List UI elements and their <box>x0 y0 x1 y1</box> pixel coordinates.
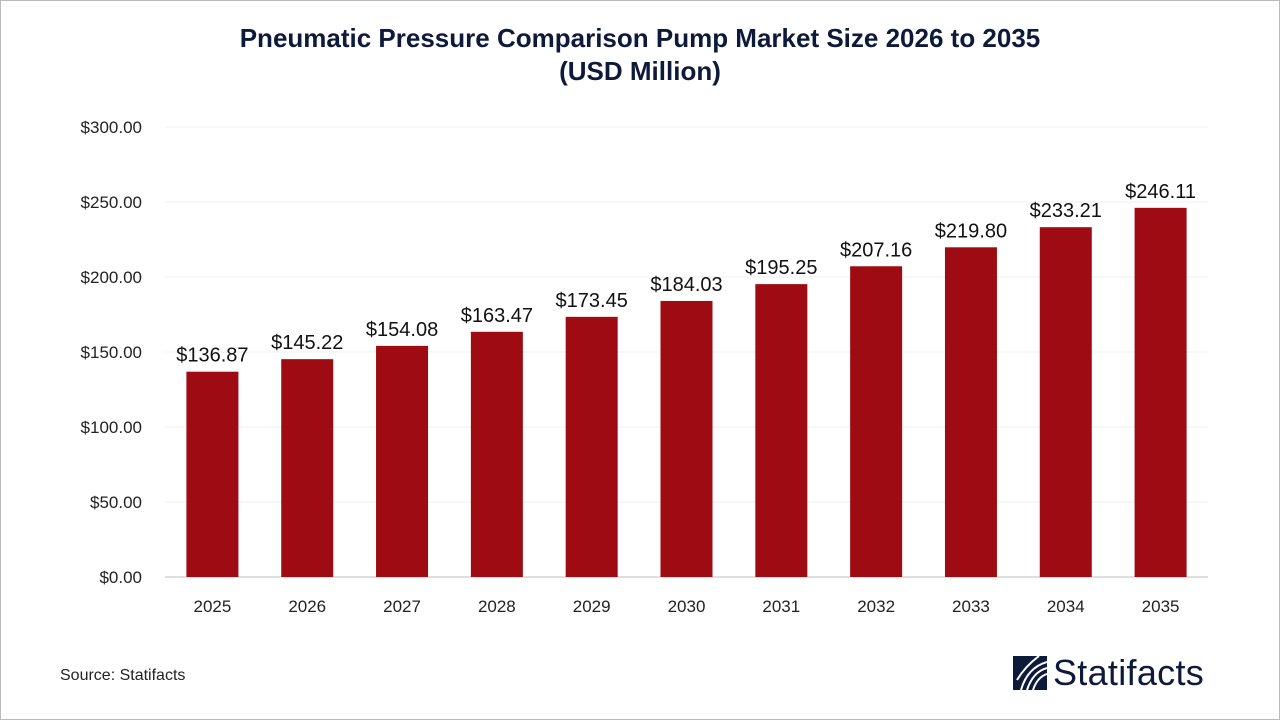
statifacts-logo: Statifacts <box>1013 652 1204 694</box>
data-label: $136.87 <box>176 345 248 367</box>
data-label: $233.21 <box>1030 200 1102 222</box>
bar-2031 <box>755 284 808 577</box>
data-label: $145.22 <box>271 332 343 354</box>
y-tick-label: $200.00 <box>81 268 142 287</box>
bar-2032 <box>850 266 903 577</box>
bar-2035 <box>1134 207 1187 577</box>
x-tick-label: 2028 <box>478 597 516 616</box>
bar-2029 <box>565 316 618 577</box>
data-label: $163.47 <box>461 305 533 327</box>
x-tick-label: 2026 <box>288 597 326 616</box>
data-label: $207.16 <box>840 239 912 261</box>
bar-2033 <box>944 247 997 578</box>
data-label: $219.80 <box>935 220 1007 242</box>
bar-2034 <box>1039 227 1092 577</box>
x-tick-label: 2027 <box>383 597 421 616</box>
statifacts-logo-icon <box>1013 656 1047 690</box>
bar-2026 <box>281 359 334 577</box>
bar-2028 <box>470 331 523 577</box>
chart-title: Pneumatic Pressure Comparison Pump Marke… <box>0 22 1280 88</box>
y-tick-label: $0.00 <box>99 568 142 587</box>
logo-text: Statifacts <box>1053 652 1205 693</box>
x-tick-label: 2032 <box>857 597 895 616</box>
chart-title-main: Pneumatic Pressure Comparison Pump Marke… <box>239 23 1041 53</box>
data-label: $184.03 <box>650 274 722 296</box>
bar-2027 <box>376 345 429 577</box>
data-label: $195.25 <box>745 257 817 279</box>
data-label: $173.45 <box>556 290 628 312</box>
y-tick-label: $100.00 <box>81 418 142 437</box>
bar-2025 <box>186 371 239 577</box>
data-label: $154.08 <box>366 319 438 341</box>
source-note: Source: Statifacts <box>60 667 186 684</box>
x-tick-label: 2030 <box>668 597 706 616</box>
x-tick-label: 2025 <box>193 597 231 616</box>
chart-subtitle: (USD Million) <box>559 56 721 86</box>
y-tick-label: $50.00 <box>90 493 142 512</box>
x-tick-label: 2033 <box>952 597 990 616</box>
bar-2030 <box>660 300 713 577</box>
data-label: $246.11 <box>1125 181 1196 203</box>
y-tick-label: $300.00 <box>81 118 142 137</box>
x-tick-label: 2035 <box>1142 597 1180 616</box>
x-tick-label: 2031 <box>762 597 800 616</box>
x-tick-label: 2029 <box>573 597 611 616</box>
y-tick-label: $150.00 <box>81 343 142 362</box>
x-tick-label: 2034 <box>1047 597 1085 616</box>
y-tick-label: $250.00 <box>81 193 142 212</box>
